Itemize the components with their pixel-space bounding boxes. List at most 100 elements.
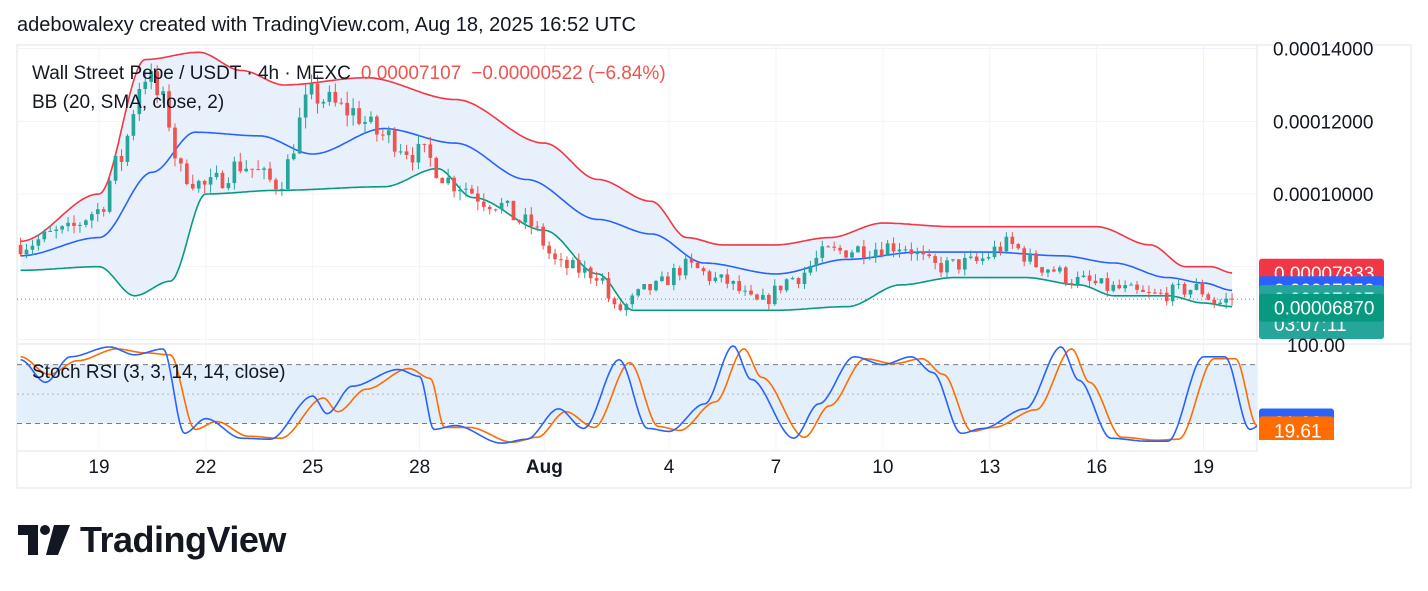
candle[interactable] <box>95 209 100 215</box>
candle[interactable] <box>980 258 985 262</box>
candle[interactable] <box>274 179 278 190</box>
candle[interactable] <box>345 102 350 116</box>
candle[interactable] <box>185 163 189 184</box>
candle[interactable] <box>1040 267 1044 273</box>
candle[interactable] <box>1188 289 1193 295</box>
candle[interactable] <box>428 144 433 158</box>
candle[interactable] <box>856 246 860 253</box>
candle[interactable] <box>220 172 225 189</box>
candle[interactable] <box>66 222 70 227</box>
candle[interactable] <box>84 220 88 225</box>
legend-indicator[interactable]: BB (20, SMA, close, 2) <box>32 92 224 113</box>
candle[interactable] <box>921 251 926 255</box>
candle[interactable] <box>470 188 474 194</box>
candle[interactable] <box>493 209 498 211</box>
candle[interactable] <box>481 201 486 207</box>
candle[interactable] <box>683 258 688 276</box>
candle[interactable] <box>107 180 112 212</box>
candles[interactable] <box>18 63 1234 316</box>
candle[interactable] <box>790 277 795 280</box>
candle[interactable] <box>1224 298 1228 303</box>
candle[interactable] <box>190 183 195 189</box>
time-axis[interactable]: 19 22 25 28 Aug 4 7 10 13 16 19 <box>88 457 1214 478</box>
candle[interactable] <box>179 158 183 164</box>
candle[interactable] <box>434 157 439 178</box>
candle[interactable] <box>772 285 777 305</box>
candle[interactable] <box>951 259 955 261</box>
candle[interactable] <box>386 130 391 136</box>
candle[interactable] <box>945 260 949 273</box>
candle[interactable] <box>1147 291 1151 293</box>
candle[interactable] <box>1028 253 1032 262</box>
candle[interactable] <box>250 168 255 170</box>
candle[interactable] <box>167 91 171 128</box>
candle[interactable] <box>1016 244 1021 249</box>
candle[interactable] <box>814 257 819 266</box>
candle[interactable] <box>363 121 367 124</box>
candle[interactable] <box>1212 299 1217 304</box>
candle[interactable] <box>761 294 765 300</box>
candle[interactable] <box>1105 278 1110 291</box>
candle[interactable] <box>677 268 682 276</box>
candle[interactable] <box>202 180 207 185</box>
candle[interactable] <box>986 256 991 259</box>
stoch-axis[interactable]: 100.00 <box>1287 336 1345 357</box>
legend-stoch[interactable]: Stoch RSI (3, 3, 14, 14, close) <box>32 362 285 383</box>
candle[interactable] <box>422 143 427 145</box>
candle[interactable] <box>339 102 344 104</box>
candle[interactable] <box>713 277 718 281</box>
candle[interactable] <box>565 259 569 269</box>
candle[interactable] <box>244 168 249 172</box>
candle[interactable] <box>48 230 53 232</box>
candle[interactable] <box>671 268 676 286</box>
candle[interactable] <box>588 267 593 279</box>
candle[interactable] <box>666 276 670 286</box>
candle[interactable] <box>196 180 201 189</box>
candle[interactable] <box>464 188 468 190</box>
price-chart[interactable]: 0.00014000 0.00012000 0.00010000 0.0000783… <box>0 0 1428 500</box>
candle[interactable] <box>1200 283 1205 295</box>
candle[interactable] <box>101 209 106 212</box>
candle[interactable] <box>78 224 82 226</box>
candle[interactable] <box>737 280 741 292</box>
candle[interactable] <box>826 246 831 248</box>
candle[interactable] <box>72 222 76 226</box>
tradingview-logo[interactable]: TradingView <box>18 519 286 560</box>
candle[interactable] <box>962 257 967 270</box>
candle[interactable] <box>618 304 623 311</box>
candle[interactable] <box>149 71 154 82</box>
candle[interactable] <box>440 177 445 184</box>
candle[interactable] <box>1164 292 1169 302</box>
candle[interactable] <box>547 245 551 254</box>
candle[interactable] <box>749 290 753 295</box>
candle[interactable] <box>862 246 866 258</box>
candle[interactable] <box>404 151 409 155</box>
candle[interactable] <box>755 294 759 300</box>
candle[interactable] <box>624 304 629 311</box>
candle[interactable] <box>535 226 540 228</box>
candle[interactable] <box>802 272 807 285</box>
candle[interactable] <box>291 153 296 160</box>
candle[interactable] <box>226 183 231 189</box>
candle[interactable] <box>707 271 712 281</box>
candle[interactable] <box>820 246 825 258</box>
candle[interactable] <box>553 253 557 260</box>
candle[interactable] <box>173 127 177 159</box>
candle[interactable] <box>1206 294 1211 300</box>
candle[interactable] <box>1046 269 1050 273</box>
candle[interactable] <box>695 262 700 269</box>
candle[interactable] <box>1129 284 1133 286</box>
candle[interactable] <box>327 91 332 102</box>
candle[interactable] <box>725 274 730 284</box>
candle[interactable] <box>333 91 338 103</box>
candle[interactable] <box>60 226 64 230</box>
candle[interactable] <box>369 116 373 122</box>
candle[interactable] <box>571 260 575 269</box>
candle[interactable] <box>392 130 397 152</box>
candle[interactable] <box>1218 302 1223 304</box>
candle[interactable] <box>113 155 118 181</box>
candle[interactable] <box>778 285 783 291</box>
candle[interactable] <box>143 81 148 90</box>
candle[interactable] <box>850 252 854 258</box>
candle[interactable] <box>458 189 462 192</box>
